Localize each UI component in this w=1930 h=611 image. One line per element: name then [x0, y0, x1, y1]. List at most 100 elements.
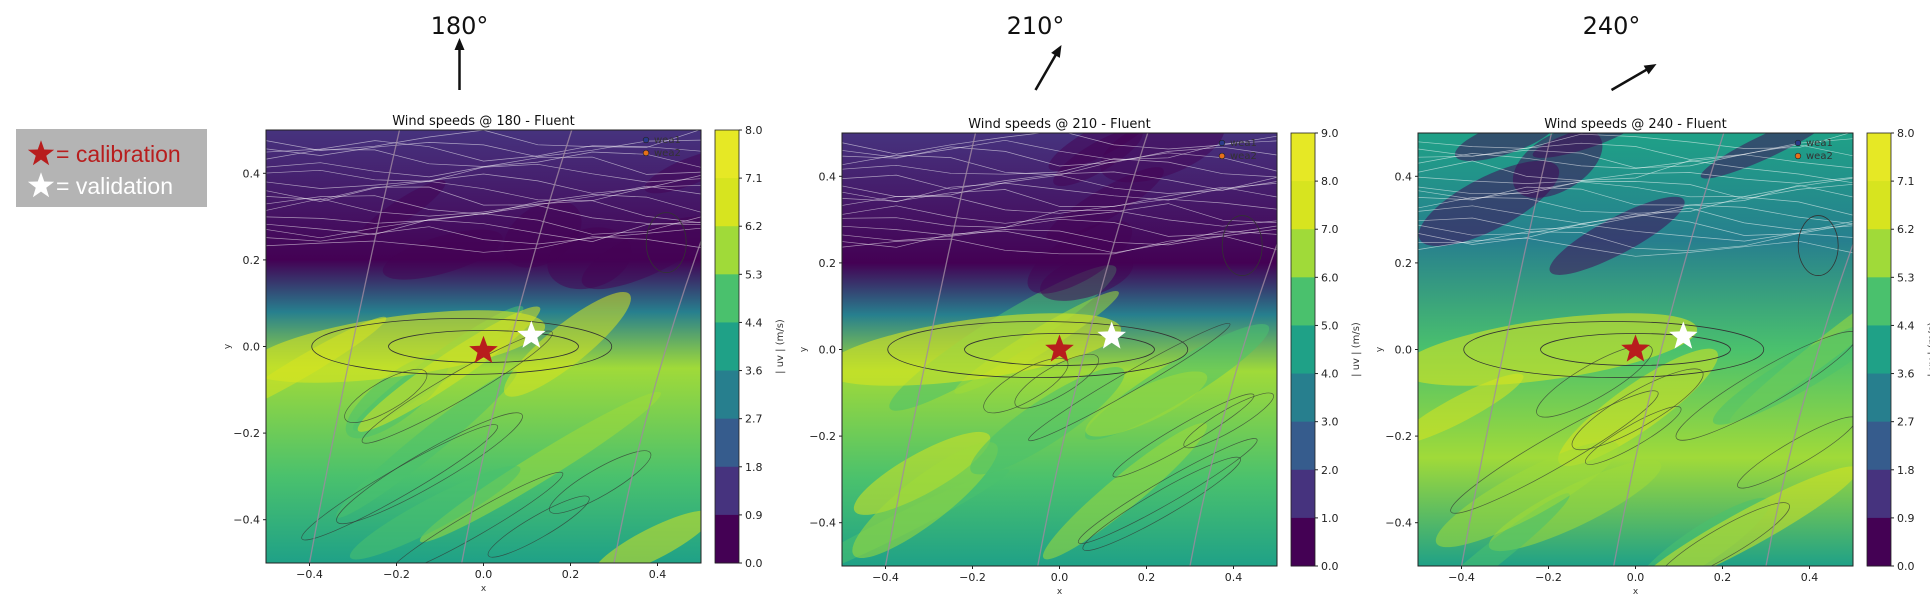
colorbar-segment	[1867, 229, 1891, 278]
terrain-contour	[1675, 331, 1853, 441]
terrain-contour	[1418, 213, 1853, 236]
terrain-contour	[361, 330, 553, 444]
colorbar-tick-label: 8.0	[1897, 127, 1915, 140]
colorbar-segment	[715, 130, 739, 179]
speed-streak	[852, 442, 998, 559]
colorbar-segment	[715, 226, 739, 275]
terrain-contour	[1082, 456, 1241, 551]
marker-legend: = calibration = validation	[16, 129, 207, 207]
x-tick-label: 0.0	[1051, 571, 1069, 584]
colorbar-segment	[1291, 181, 1315, 230]
colorbar-tick-label: 1.8	[1897, 464, 1915, 477]
x-tick-label: −0.2	[1535, 571, 1562, 584]
terrain-contour	[1183, 392, 1274, 449]
terrain-contour	[842, 235, 1277, 255]
road-line	[884, 133, 977, 566]
speed-streak	[419, 391, 662, 543]
y-tick-label: −0.2	[1385, 430, 1412, 443]
terrain-contour	[842, 203, 1277, 224]
terrain-contour	[1418, 196, 1853, 216]
road-line	[613, 239, 701, 563]
legend-calibration: = calibration	[26, 137, 181, 171]
chart-title: Wind speeds @ 180 - Fluent	[392, 114, 575, 129]
terrain-contour	[266, 139, 701, 158]
speed-streak	[970, 367, 1125, 475]
colorbar-tick-label: 3.6	[745, 365, 763, 378]
legend-entry: wea2	[654, 148, 681, 159]
terrain-contour	[1536, 344, 1653, 418]
heatmap-field	[842, 133, 1277, 566]
colorbar-segment	[1867, 517, 1891, 567]
colorbar-tick-label: 3.6	[1897, 368, 1915, 381]
x-tick-label: 0.2	[1714, 571, 1732, 584]
legend-entry: wea1	[654, 135, 681, 146]
low-speed-patch	[547, 227, 632, 290]
terrain-contour	[1656, 502, 1790, 566]
terrain-contour	[1418, 177, 1853, 200]
colorbar-segment	[715, 418, 739, 468]
speed-streak	[593, 510, 701, 563]
x-tick-label: 0.2	[1138, 571, 1156, 584]
colorbar-segment	[1291, 421, 1315, 471]
terrain-contour	[1418, 184, 1853, 206]
terrain-contour	[1077, 438, 1258, 544]
colorbar-label: | uv | (m/s)	[1927, 322, 1930, 377]
colorbar-segment	[1867, 373, 1891, 423]
chart-panel-180: 180° Wind speeds @ 180 - Fluent −0.4 −0.2 0.…	[223, 12, 786, 594]
arrow-head	[1643, 64, 1657, 75]
legend-validation: = validation	[26, 169, 173, 203]
terrain-contour	[842, 230, 1277, 254]
speed-streak	[1418, 493, 1570, 566]
terrain-contour	[842, 146, 1277, 167]
colorbar-label: | uv | (m/s)	[775, 319, 786, 374]
terrain-contour	[1418, 237, 1853, 257]
colorbar-segment	[715, 466, 739, 516]
terrain-contour	[336, 412, 523, 525]
y-tick-label: 0.2	[243, 254, 261, 267]
terrain-contour	[1418, 172, 1853, 184]
road-line	[1765, 242, 1853, 566]
colorbar-segment	[715, 178, 739, 227]
low-speed-patch	[1454, 133, 1558, 162]
colorbar-tick-label: 5.3	[745, 268, 763, 281]
x-tick-label: 0.0	[475, 568, 493, 581]
legend-marker	[642, 149, 650, 157]
road-line	[1460, 133, 1553, 566]
colorbar-tick-label: 0.0	[745, 557, 763, 570]
colorbar-tick-label: 3.0	[1321, 416, 1339, 429]
colorbar-tick-label: 4.4	[1897, 319, 1915, 332]
x-tick-label: −0.2	[959, 571, 986, 584]
legend-marker	[1218, 152, 1226, 160]
validation-star	[517, 320, 546, 348]
colorbar-segment	[715, 274, 739, 323]
y-tick-label: −0.4	[809, 517, 836, 530]
legend-marker	[1794, 152, 1802, 160]
colorbar-segment	[715, 322, 739, 372]
colorbar-segment	[1291, 277, 1315, 326]
calibration-label: = calibration	[56, 140, 181, 167]
colorbar-segment	[1291, 133, 1315, 182]
speed-streak	[1435, 441, 1619, 548]
terrain-contour	[1418, 204, 1853, 225]
ridge-contour	[311, 318, 613, 375]
colorbar-tick-label: 8.0	[745, 124, 763, 137]
y-tick-label: 0.2	[819, 257, 837, 270]
y-axis-label: y	[223, 343, 233, 349]
direction-label: 240°	[1583, 12, 1641, 40]
colorbar-tick-label: 6.0	[1321, 271, 1339, 284]
x-axis-label: x	[481, 584, 487, 594]
validation-star	[1097, 321, 1126, 349]
direction-label: 210°	[1007, 12, 1065, 40]
x-tick-label: −0.2	[383, 568, 410, 581]
hill-contour	[1221, 215, 1263, 276]
y-tick-label: −0.4	[1385, 517, 1412, 530]
colorbar-tick-label: 4.0	[1321, 368, 1339, 381]
ridge-contour	[887, 321, 1189, 378]
colorbar-frame	[1290, 132, 1316, 567]
low-speed-patch	[1700, 133, 1834, 179]
terrain-contour	[1418, 153, 1853, 169]
colorbar-segment	[1867, 181, 1891, 230]
ridge-contour	[964, 333, 1155, 366]
road-line	[461, 130, 573, 563]
legend-marker	[1218, 139, 1226, 147]
